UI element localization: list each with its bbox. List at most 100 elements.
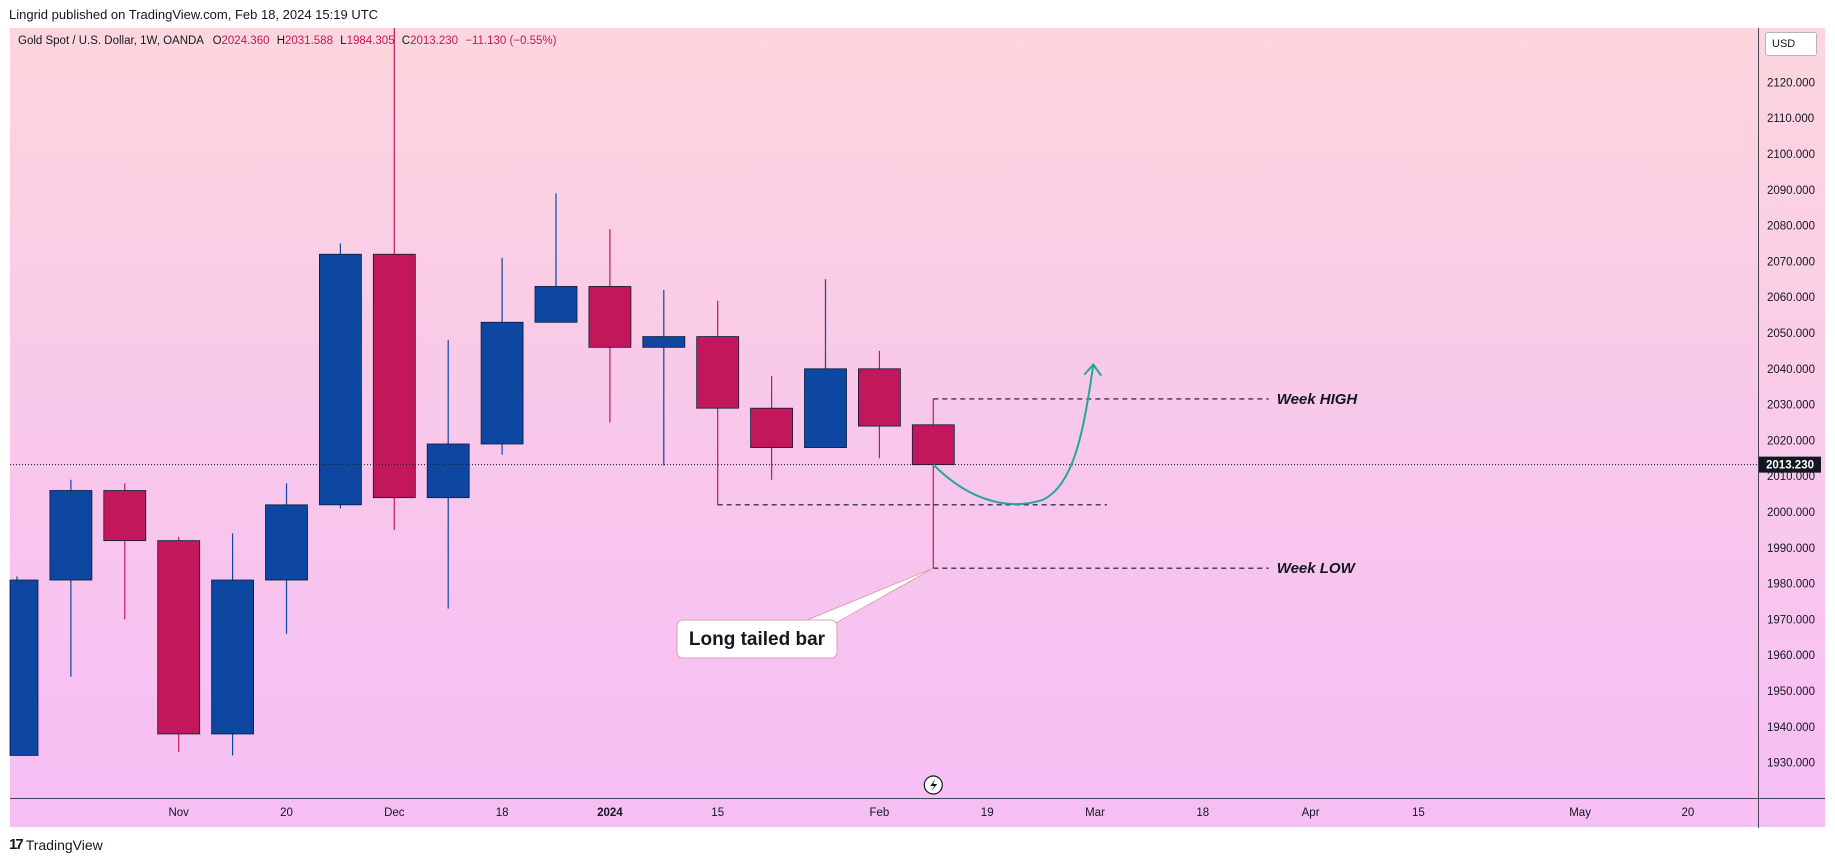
price-tick-label: 1980.000 [1767,579,1815,591]
time-tick-label: 15 [1412,807,1425,819]
candle-body [157,540,201,735]
annotation-lines-layer: 2013.230 Week HIGH Week LOW [10,391,1821,577]
price-tick-label: 1970.000 [1767,614,1815,626]
projection-arrow-head [1083,363,1103,377]
change-value: −11.130 (−0.55%) [465,35,557,47]
open-label: O [212,35,222,47]
price-tick-label: 2020.000 [1767,435,1815,447]
close-label: C [401,35,411,47]
tradingview-logo-text: TradingView [25,836,103,853]
candle-11 [588,229,632,423]
time-tick-label: 2024 [597,807,623,819]
candle-body [9,579,39,756]
price-tick-label: 1960.000 [1767,650,1815,662]
time-tick-label: 18 [496,807,509,819]
low-label: L [340,35,347,47]
last-price-tag [1759,456,1821,473]
price-tick-label: 2010.000 [1767,471,1815,483]
close-value: 2013.230 [410,35,459,47]
candle-15 [804,279,847,448]
time-tick-label: Apr [1302,807,1320,819]
candle-body [211,579,255,735]
time-tick-label: May [1569,807,1591,819]
candle-body [858,368,901,427]
symbol-name: Gold Spot / U.S. Dollar, 1W, OANDA [18,35,204,47]
lightning-glyph [930,779,938,791]
time-tick-label: Mar [1085,807,1105,819]
price-tick-label: 1950.000 [1767,686,1815,698]
price-tick-label: 2040.000 [1767,364,1815,376]
open-value: 2024.360 [221,35,270,47]
candle-2 [103,483,147,620]
top-bar [0,0,1835,28]
time-axis-divider [10,798,1825,799]
candle-17 [911,398,955,569]
tradingview-mark-icon: 17 [9,836,24,853]
candle-3 [157,537,201,752]
candle-10 [534,193,578,323]
time-tick-label: Feb [869,807,889,819]
week-low-label: Week LOW [1277,560,1357,577]
price-tick-label: 2060.000 [1767,292,1815,304]
candle-body [49,490,93,581]
candle-1 [49,479,93,677]
candles-layer [9,28,955,756]
candle-16 [858,350,901,459]
time-tick-label: 19 [981,807,994,819]
candle-body [480,321,524,445]
candle-body [103,490,147,542]
price-tick-label: 2100.000 [1767,149,1815,161]
time-tick-label: 18 [1196,807,1209,819]
candle-5 [265,483,308,634]
price-tick-label: 1990.000 [1767,543,1815,555]
time-tick-label: 15 [711,807,724,819]
time-axis[interactable] [10,799,1825,827]
time-tick-label: Nov [168,807,189,819]
time-tick-label: Dec [384,807,405,819]
candle-14 [750,375,793,480]
price-tick-label: 2080.000 [1767,221,1815,233]
high-value: 2031.588 [285,35,333,47]
price-axis-divider [1758,28,1759,828]
candle-body [911,424,955,466]
candle-body [318,253,362,506]
candle-0 [9,576,39,756]
high-label: H [276,35,285,47]
candle-12 [642,290,686,466]
candle-13 [696,300,740,505]
price-axis[interactable] [1759,28,1825,798]
candle-body [265,504,308,581]
candle-8 [426,340,470,609]
candle-body [804,368,847,448]
currency-button[interactable]: USD [1765,32,1817,56]
callout-text: Long tailed bar [689,629,826,650]
candle-body [426,443,470,499]
candle-7 [372,28,416,530]
candle-body [534,286,578,323]
price-tick-label: 2050.000 [1767,328,1815,340]
notes-layer: Long tailed bar [676,363,1103,795]
axis-ticks-layer: 1930.000 1940.000 1950.000 1960.000 1970.000… [168,77,1814,819]
projection-arrow [932,364,1095,506]
low-value: 1984.305 [346,35,395,47]
time-tick-label: 20 [1682,807,1695,819]
price-tick-label: 2090.000 [1767,185,1815,197]
price-tick-label: 2000.000 [1767,507,1815,519]
price-tick-label: 2120.000 [1767,77,1815,89]
callout-pointer [806,567,934,629]
candle-4 [211,533,255,756]
candle-body [642,336,686,348]
tradingview-logo[interactable]: 17 TradingView [9,836,103,853]
candle-6 [318,243,362,509]
symbol-legend[interactable]: Gold Spot / U.S. Dollar, 1W, OANDA O2024… [18,35,556,47]
candle-body [750,407,793,448]
week-high-label: Week HIGH [1277,391,1359,408]
candle-body [588,286,632,348]
candle-9 [480,257,524,455]
price-tick-label: 2070.000 [1767,256,1815,268]
price-tick-label: 1930.000 [1767,758,1815,770]
publisher-caption: Lingrid published on TradingView.com, Fe… [9,7,379,22]
footer-bar [0,828,1835,861]
price-tick-label: 2030.000 [1767,400,1815,412]
